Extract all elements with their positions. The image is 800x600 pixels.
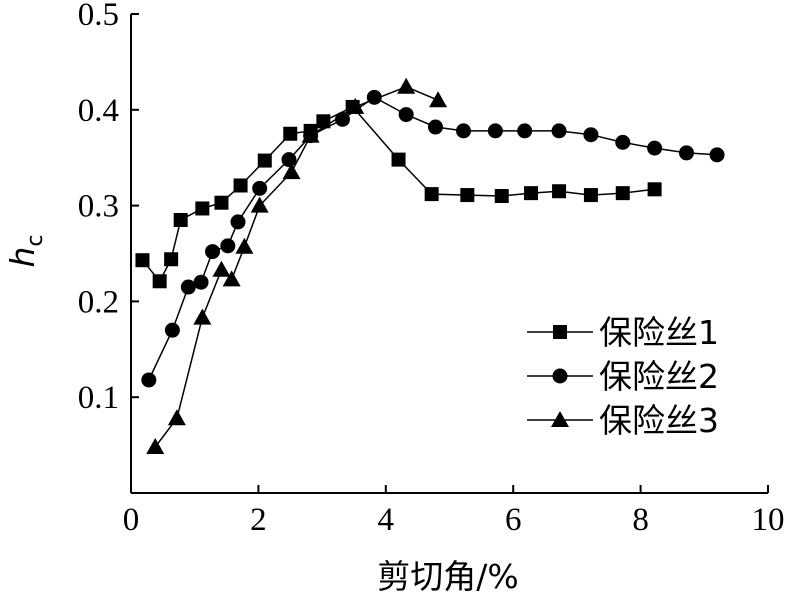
square-marker xyxy=(152,274,167,289)
square-marker xyxy=(233,178,248,193)
legend-item: 保险丝1 xyxy=(527,313,719,352)
circle-marker xyxy=(583,127,599,143)
svg-text:hc: hc xyxy=(3,234,48,267)
square-marker xyxy=(583,188,598,203)
y-axis-title: hc xyxy=(3,234,48,267)
triangle-marker xyxy=(346,97,365,114)
triangle-marker xyxy=(146,438,165,455)
circle-marker xyxy=(180,279,196,295)
circle-marker xyxy=(398,107,414,123)
square-marker xyxy=(164,252,179,267)
square-marker xyxy=(552,184,567,199)
circle-marker xyxy=(647,140,663,156)
circle-marker xyxy=(487,123,503,139)
circle-marker xyxy=(193,274,209,290)
circle-marker xyxy=(220,238,236,254)
series-1 xyxy=(135,99,662,289)
x-tick-label: 10 xyxy=(752,502,785,538)
triangle-marker xyxy=(429,91,448,108)
circle-marker xyxy=(517,123,533,139)
triangle-marker xyxy=(551,411,569,427)
square-marker xyxy=(257,153,272,168)
legend-item: 保险丝2 xyxy=(527,357,719,396)
series-3 xyxy=(146,77,448,455)
x-tick-label: 6 xyxy=(505,502,522,538)
square-marker xyxy=(647,182,662,197)
square-marker xyxy=(214,195,229,210)
x-tick-label: 0 xyxy=(123,502,140,538)
circle-marker xyxy=(205,244,221,260)
square-marker xyxy=(283,126,298,141)
y-tick-label: 0.3 xyxy=(78,189,119,225)
circle-marker xyxy=(615,134,631,150)
triangle-marker xyxy=(193,308,212,325)
legend-label: 保险丝2 xyxy=(599,357,719,396)
square-marker xyxy=(615,186,630,201)
circle-marker xyxy=(230,214,246,230)
x-tick-label: 4 xyxy=(378,502,395,538)
circle-marker xyxy=(252,180,268,196)
circle-marker xyxy=(141,372,157,388)
y-tick-label: 0.2 xyxy=(78,284,119,320)
series-line xyxy=(154,85,439,448)
x-axis-title: 剪切角/% xyxy=(377,557,518,596)
square-marker xyxy=(494,189,509,204)
y-tick-label: 0.4 xyxy=(78,93,119,129)
triangle-marker xyxy=(235,237,254,254)
series-layer xyxy=(135,77,725,455)
triangle-marker xyxy=(250,196,269,213)
triangle-marker xyxy=(212,260,231,277)
legend-label: 保险丝1 xyxy=(599,313,719,352)
square-marker xyxy=(135,253,150,268)
series-2 xyxy=(141,89,725,388)
legend: 保险丝1 保险丝2 保险丝3 xyxy=(527,313,719,440)
square-marker xyxy=(524,186,539,201)
triangle-marker xyxy=(222,270,241,287)
y-tick-label: 0.1 xyxy=(78,380,119,416)
circle-marker xyxy=(456,123,472,139)
y-tick-label: 0.5 xyxy=(78,0,119,33)
circle-marker xyxy=(709,147,725,163)
square-marker xyxy=(391,152,406,167)
square-marker xyxy=(173,212,188,227)
y-axis-title-main: h xyxy=(3,247,42,268)
legend-item: 保险丝3 xyxy=(527,401,719,440)
ticks xyxy=(130,13,769,493)
square-marker xyxy=(460,188,475,203)
circle-marker xyxy=(678,145,694,161)
square-marker xyxy=(424,187,439,202)
triangle-marker xyxy=(397,77,416,94)
x-tick-label: 2 xyxy=(250,502,267,538)
triangle-marker xyxy=(282,163,301,180)
circle-marker xyxy=(334,111,350,127)
triangle-marker xyxy=(167,409,186,426)
circle-marker xyxy=(552,368,568,384)
square-marker xyxy=(553,325,567,339)
circle-marker xyxy=(427,119,443,135)
x-tick-label: 8 xyxy=(632,502,649,538)
square-marker xyxy=(195,201,210,216)
circle-marker xyxy=(164,322,180,338)
triangle-marker xyxy=(301,126,320,143)
axes xyxy=(130,14,768,494)
y-axis-title-sub: c xyxy=(23,234,48,246)
tick-labels: 0 2 4 6 8 10 0.1 0.2 0.3 0.4 0.5 xyxy=(78,0,785,538)
legend-label: 保险丝3 xyxy=(599,401,719,440)
circle-marker xyxy=(281,152,297,168)
circle-marker xyxy=(551,123,567,139)
